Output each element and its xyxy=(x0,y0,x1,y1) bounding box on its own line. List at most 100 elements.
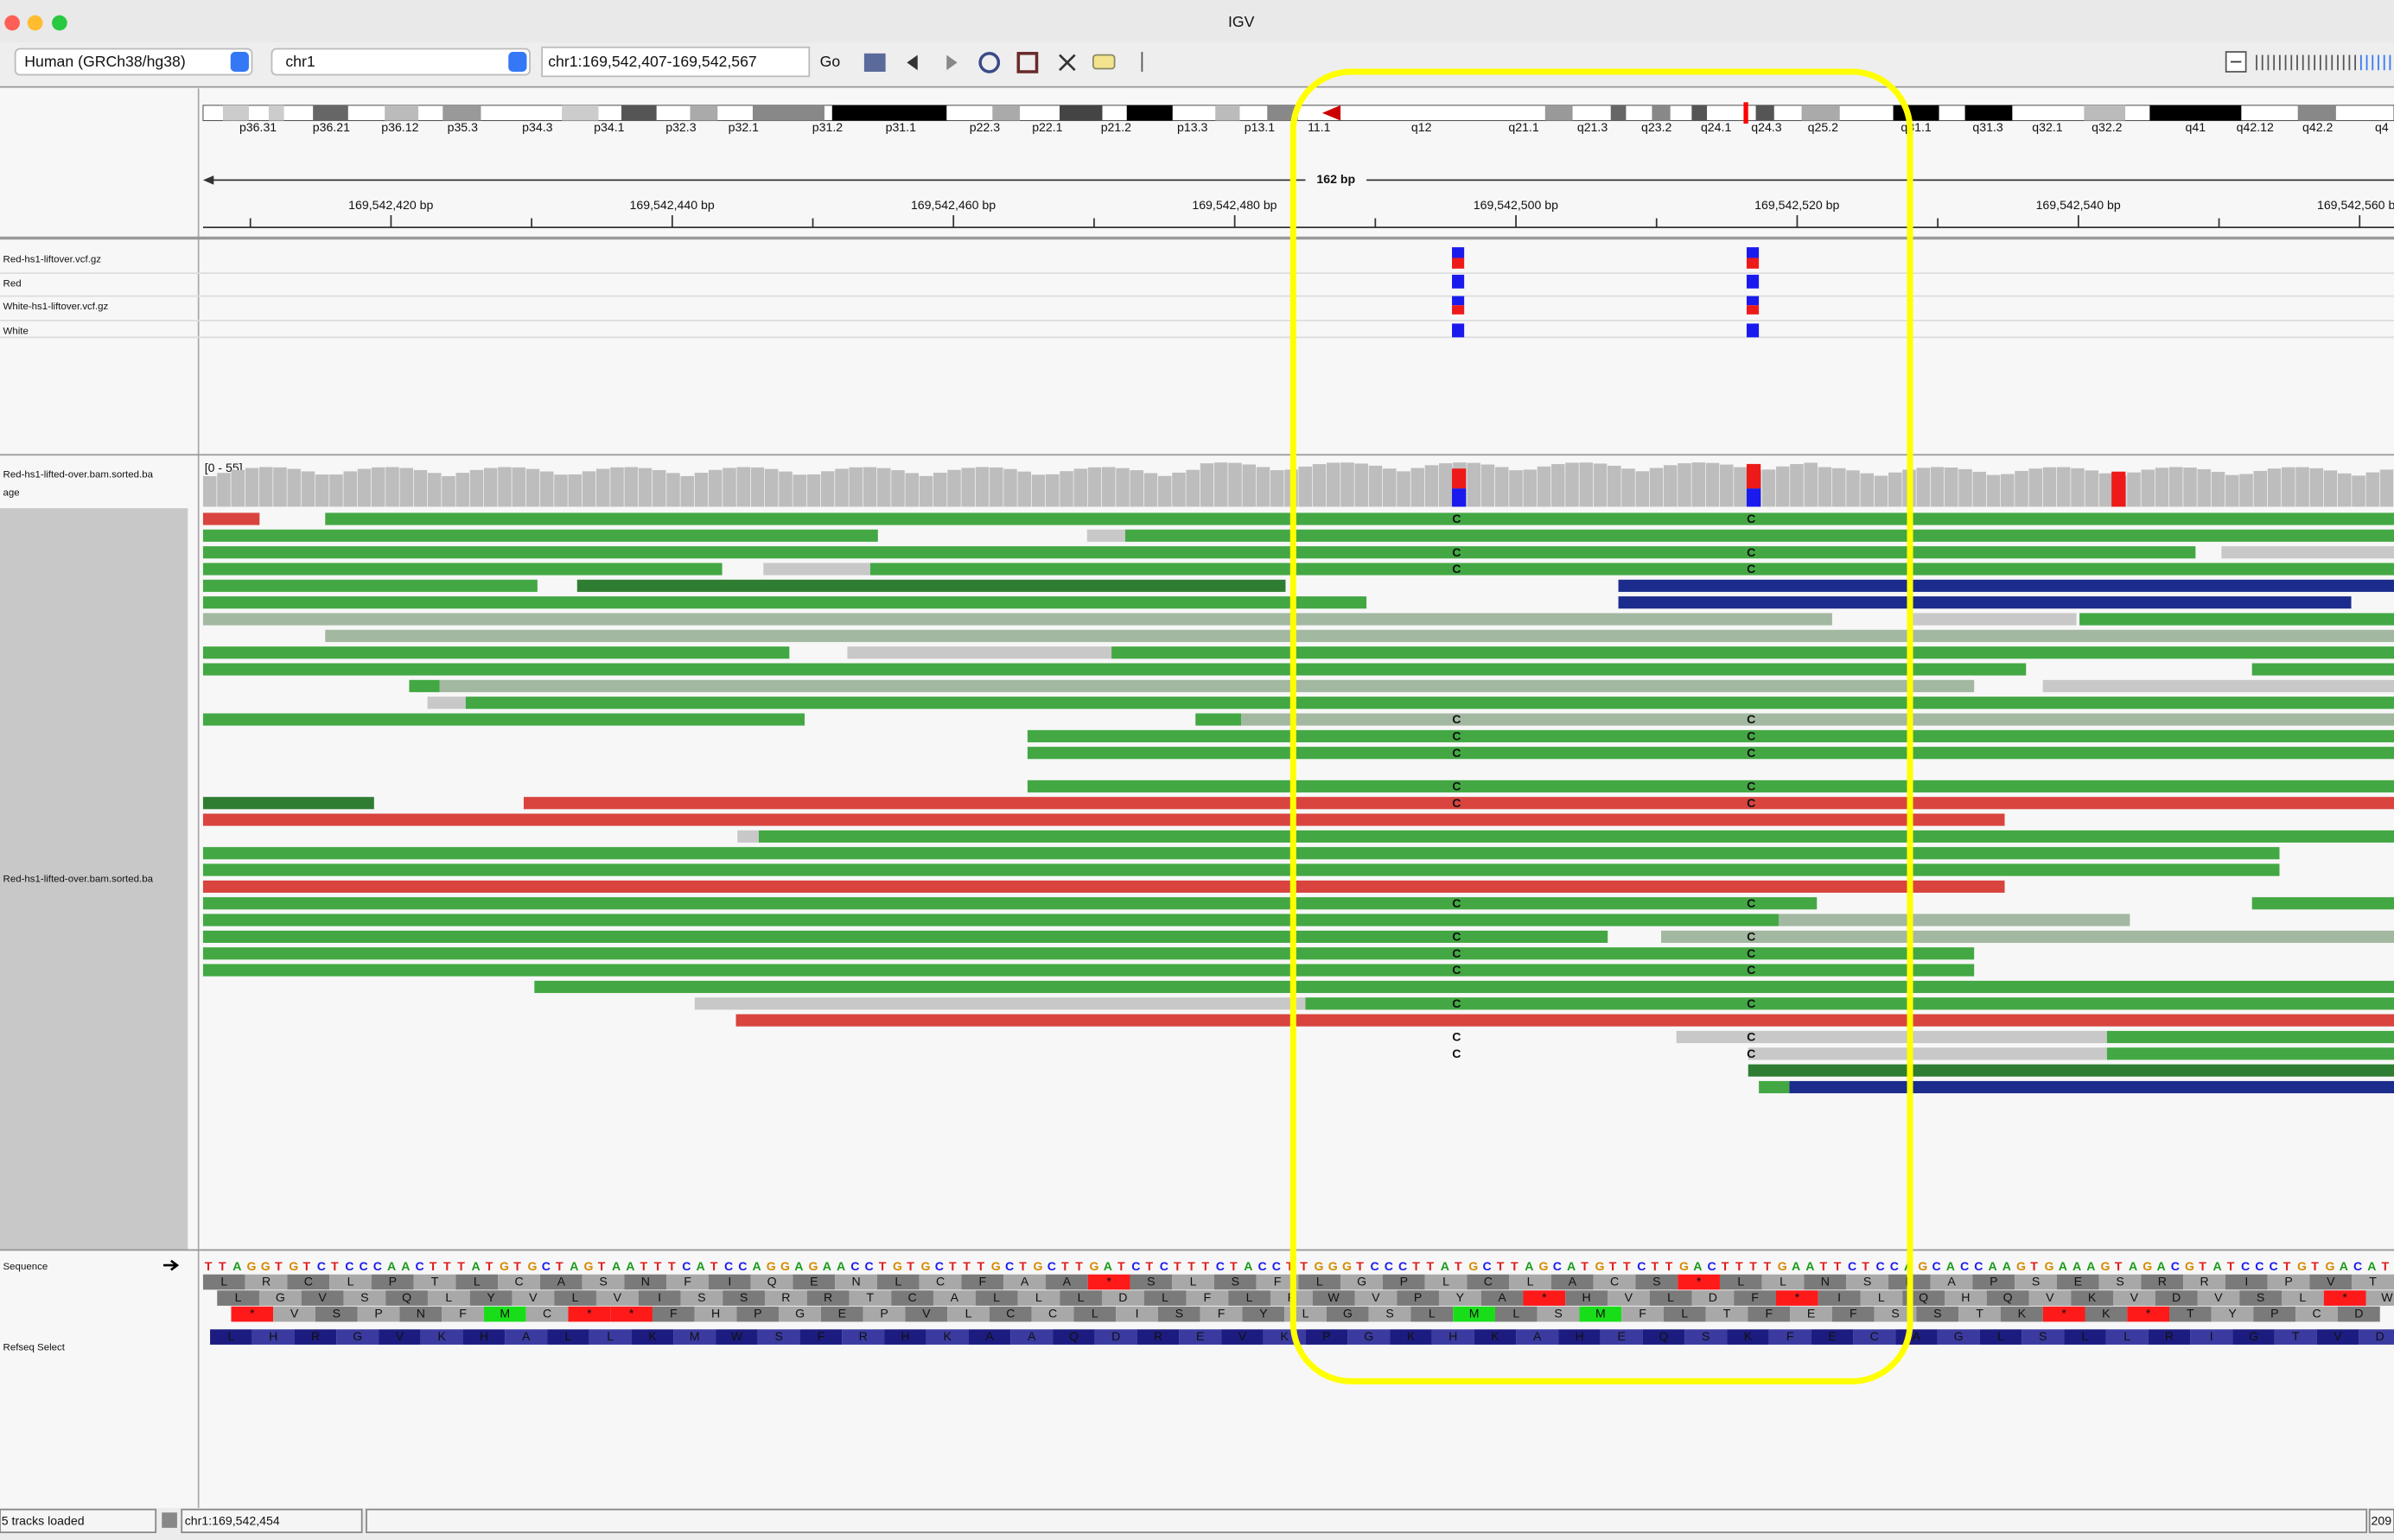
coverage-bar xyxy=(975,467,990,507)
coverage-bar xyxy=(2323,470,2338,507)
amino-acid: A xyxy=(1569,1274,1577,1288)
coverage-bar xyxy=(1734,467,1748,507)
amino-acid: M xyxy=(1595,1306,1606,1320)
refseq-codon xyxy=(1179,1329,1222,1345)
codon xyxy=(1916,1306,1959,1322)
base: G xyxy=(2045,1259,2054,1273)
read xyxy=(2251,897,2394,910)
codon xyxy=(1017,1290,1060,1306)
amino-acid: S xyxy=(2116,1274,2123,1288)
refseq-codon xyxy=(2022,1329,2065,1345)
coverage-bar xyxy=(1397,471,1410,507)
base: T xyxy=(1609,1259,1617,1273)
amino-acid: L xyxy=(1035,1290,1042,1304)
amino-acid: H xyxy=(1582,1290,1591,1304)
amino-acid: A xyxy=(951,1290,959,1304)
mismatch-base: C xyxy=(1452,712,1461,726)
variant-call xyxy=(1746,305,1760,315)
mismatch-base: C xyxy=(1452,729,1461,742)
refresh-icon[interactable] xyxy=(978,52,1001,73)
mismatch-base: C xyxy=(1452,896,1461,910)
genome-dropdown[interactable] xyxy=(14,48,253,76)
coverage-bar xyxy=(1831,468,1846,507)
amino-acid: S xyxy=(1891,1306,1899,1320)
zoom-button[interactable] xyxy=(52,15,67,31)
coverage-bar xyxy=(2281,467,2295,507)
refseq-codon xyxy=(589,1329,632,1345)
resize-icon[interactable] xyxy=(1059,54,1076,72)
read xyxy=(202,880,2005,893)
mismatch-base: C xyxy=(1747,796,1755,810)
forward-icon[interactable] xyxy=(946,54,958,71)
strand-arrow[interactable] xyxy=(163,1259,180,1271)
cytoband-label: p22.3 xyxy=(970,120,1000,134)
amino-acid: V xyxy=(1625,1290,1633,1304)
locus-box[interactable] xyxy=(541,46,811,78)
codon xyxy=(723,1290,765,1306)
cytoband-label: p34.1 xyxy=(594,120,624,134)
base: G xyxy=(1538,1259,1548,1273)
base: C xyxy=(1005,1259,1014,1273)
coverage-bar xyxy=(525,468,540,507)
ruler-label: 169,542,440 bp xyxy=(630,198,715,212)
mismatch-base: C xyxy=(1452,946,1461,960)
codon xyxy=(2281,1290,2324,1306)
coverage-bar xyxy=(1060,471,1073,507)
amino-acid: L xyxy=(607,1329,614,1343)
codon xyxy=(2197,1290,2240,1306)
coverage-bar xyxy=(1045,474,1060,507)
codon xyxy=(258,1290,302,1306)
amino-acid: S xyxy=(1554,1306,1562,1320)
base: C xyxy=(1890,1259,1899,1273)
codon xyxy=(371,1274,414,1290)
codon xyxy=(1775,1290,1818,1306)
back-icon[interactable] xyxy=(907,54,918,71)
zoom-slider[interactable] xyxy=(2256,54,2391,71)
base: T xyxy=(1356,1259,1364,1273)
coverage-bar xyxy=(2365,472,2380,507)
refseq-codon xyxy=(379,1329,421,1345)
cytoband xyxy=(313,105,348,121)
codon xyxy=(399,1306,443,1322)
base: T xyxy=(457,1259,465,1273)
base: G xyxy=(1468,1259,1478,1273)
base: C xyxy=(1257,1259,1266,1273)
codon xyxy=(1467,1274,1510,1290)
home-icon[interactable] xyxy=(863,53,886,73)
variant-call xyxy=(1452,323,1465,338)
codon xyxy=(1678,1274,1720,1290)
read xyxy=(1661,930,2394,944)
amino-acid: K xyxy=(2102,1306,2111,1320)
amino-acid: P xyxy=(1322,1329,1330,1343)
base: T xyxy=(556,1259,563,1273)
amino-acid: L xyxy=(347,1274,354,1288)
variant-call xyxy=(1746,296,1760,306)
amino-acid: D xyxy=(1118,1290,1127,1304)
chromosome-dropdown[interactable] xyxy=(271,48,531,76)
minimize-button[interactable] xyxy=(27,15,43,31)
go-button[interactable]: Go xyxy=(820,53,841,70)
base: C xyxy=(1553,1259,1562,1273)
popup-icon[interactable] xyxy=(1092,54,1116,70)
cytoband-label: q12 xyxy=(1411,120,1432,134)
read xyxy=(202,863,2280,876)
read xyxy=(409,679,440,692)
base: C xyxy=(1974,1259,1983,1273)
allele-ref xyxy=(1452,488,1467,507)
close-button[interactable] xyxy=(4,15,20,31)
track-name: age xyxy=(3,487,20,498)
read xyxy=(534,980,2394,994)
coverage-bar xyxy=(1930,467,1945,507)
codon xyxy=(919,1274,962,1290)
coverage-bar xyxy=(483,468,498,507)
track-name: Red-hs1-liftover.vcf.gz xyxy=(3,254,102,264)
base: G xyxy=(289,1259,298,1273)
amino-acid: V xyxy=(2327,1274,2335,1288)
roi-icon[interactable] xyxy=(1016,52,1039,73)
amino-acid: S xyxy=(1175,1306,1183,1320)
coverage-bar xyxy=(610,467,624,507)
base: A xyxy=(626,1259,634,1273)
span-label: 162 bp xyxy=(1316,172,1355,186)
coverage-bar xyxy=(1579,462,1594,507)
